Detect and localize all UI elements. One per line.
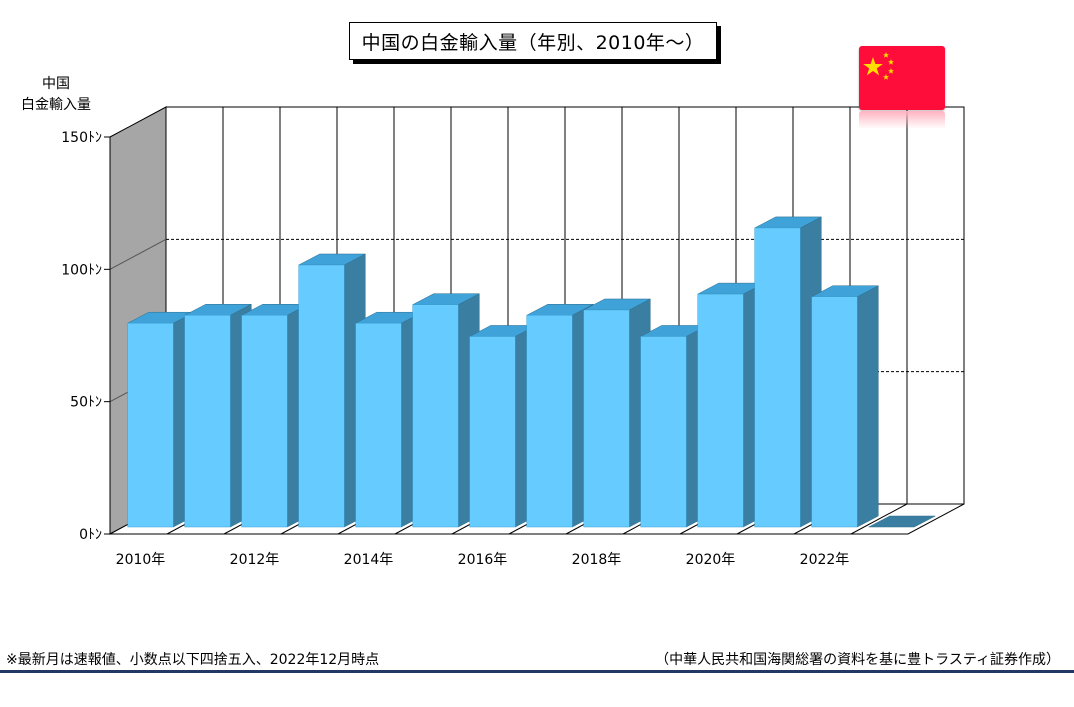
gridline-side-100 (109, 238, 167, 270)
bar-2019年 (640, 336, 687, 528)
bar-2012年 (241, 315, 288, 528)
bar-2018年 (583, 309, 630, 528)
bar-2014年 (355, 322, 402, 528)
x-tick-label: 2014年 (344, 552, 394, 568)
x-tick-label: 2016年 (458, 552, 508, 568)
y-tick-label: 100ﾄﾝ (61, 262, 102, 278)
bar-2016年 (469, 336, 516, 528)
bar-2017年 (526, 315, 573, 528)
footnote: ※最新月は速報値、小数点以下四捨五入、2022年12月時点 (6, 652, 380, 668)
x-tick-label: 2018年 (572, 552, 622, 568)
y-axis-title-line-2: 白金輸入量 (21, 97, 91, 113)
chart-title: 中国の白金輸入量（年別、2010年～） (349, 22, 717, 60)
bar-2010年 (127, 322, 174, 528)
y-tick-label: 150ﾄﾝ (61, 130, 102, 146)
y-axis-title-line-1: 中国 (42, 76, 70, 92)
x-tick-label: 2022年 (800, 552, 850, 568)
bar-2023年 (868, 515, 936, 528)
source-note: （中華人民共和国海関総署の資料を基に豊トラスティ証券作成） (655, 652, 1060, 668)
bar-2020年 (697, 293, 744, 528)
y-tick-label: 50ﾄﾝ (70, 395, 102, 411)
bar-2022年 (811, 296, 858, 528)
y-tick-label: 0ﾄﾝ (79, 527, 102, 543)
flag-reflection (859, 111, 945, 129)
x-tick-label: 2010年 (116, 552, 166, 568)
x-tick-label: 2020年 (686, 552, 736, 568)
floor-gridline (850, 503, 908, 535)
bottom-divider (0, 670, 1074, 673)
bar-2015年 (412, 304, 459, 528)
y-axis-title: 中国 白金輸入量 (8, 74, 104, 116)
bar-2011年 (184, 315, 231, 528)
bar-2021年 (754, 227, 801, 528)
x-tick-label: 2012年 (230, 552, 280, 568)
bar-side (857, 285, 879, 528)
china-flag-icon (859, 46, 945, 110)
bar-2013年 (298, 264, 345, 528)
